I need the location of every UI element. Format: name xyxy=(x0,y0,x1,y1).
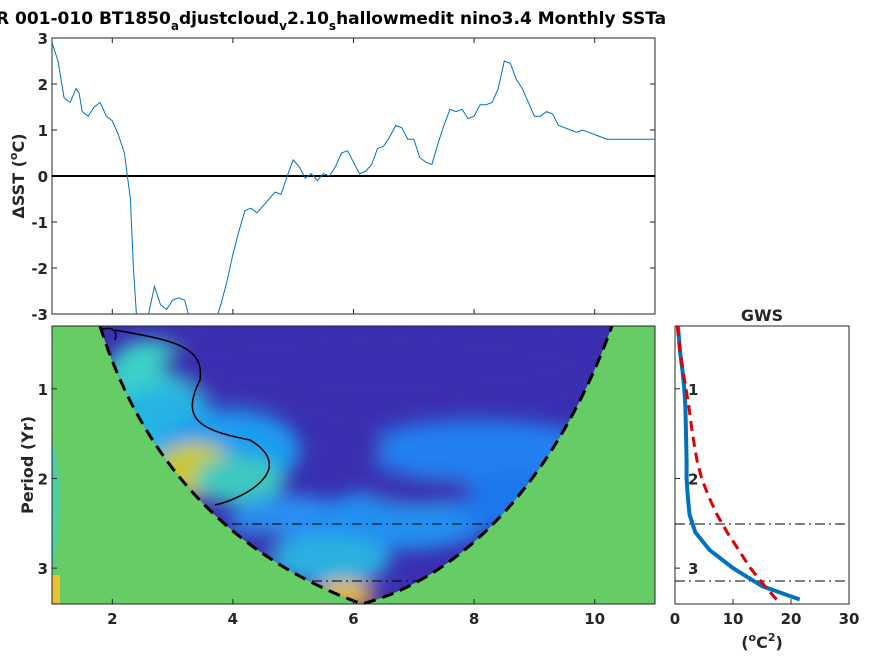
wavelet-panel: 2 4 6 8 10 123 Period (Yr) xyxy=(18,325,656,628)
power-blob xyxy=(365,478,475,506)
wv-xtick-label: 6 xyxy=(348,610,358,628)
wv-xtick-label: 2 xyxy=(107,610,117,628)
significance-level-line xyxy=(675,325,778,601)
wavelet-ylabel: Period (Yr) xyxy=(18,416,37,514)
ts-ytick-label: -1 xyxy=(31,214,48,232)
gws-x-ticks: 0 10 20 30 xyxy=(670,599,860,628)
power-blob xyxy=(325,430,385,466)
edge-power-patch xyxy=(52,575,60,604)
power-blob xyxy=(270,535,390,585)
wv-xtick-label: 4 xyxy=(228,610,238,628)
ts-ytick-label: 0 xyxy=(38,168,48,186)
gws-title: GWS xyxy=(741,306,783,325)
timeseries-panel: -3 -2 -1 0 1 2 3 ΔSST (oC) xyxy=(7,30,656,324)
significance-contour xyxy=(114,329,270,506)
timeseries-ylabel: ΔSST (oC) xyxy=(7,133,28,218)
significance-contour xyxy=(99,327,117,341)
wv-ytick-label: 3 xyxy=(38,560,48,578)
chart-title: R 001-010 BT1850adjustcloudv2.10shallowm… xyxy=(0,9,666,33)
gws-xtick-label: 30 xyxy=(839,610,860,628)
gws-xtick-label: 10 xyxy=(723,610,744,628)
power-blob xyxy=(310,490,490,550)
gws-xlabel: (oC2) xyxy=(741,631,783,652)
timeseries-x-ticks xyxy=(111,38,596,314)
wavelet-y-ticks: 1 2 3 xyxy=(38,381,57,578)
wv-ytick-label: 2 xyxy=(38,470,48,488)
gws-panel: GWS 0 10 20 30 1 2 3 (oC2) xyxy=(670,306,860,652)
wv-ytick-label: 1 xyxy=(38,381,48,399)
ts-ytick-label: -2 xyxy=(31,260,48,278)
cone-of-influence xyxy=(98,325,614,606)
power-blob xyxy=(160,326,600,405)
wavelet-x-ticks: 2 4 6 8 10 xyxy=(107,599,605,628)
gws-ytick-label: 1 xyxy=(688,381,698,399)
gws-axes-box xyxy=(674,325,850,605)
ts-ytick-label: 2 xyxy=(38,76,48,94)
ts-ytick-label: 1 xyxy=(38,122,48,140)
sst-anomaly-line xyxy=(52,42,655,314)
gws-ytick-label: 3 xyxy=(688,560,698,578)
wv-xtick-label: 8 xyxy=(469,610,479,628)
gws-ytick-label: 2 xyxy=(688,470,698,488)
gws-xtick-label: 0 xyxy=(670,610,680,628)
ts-ytick-label: 3 xyxy=(38,30,48,48)
wv-xtick-label: 10 xyxy=(584,610,605,628)
ts-ytick-label: -3 xyxy=(31,306,48,324)
gws-xtick-label: 20 xyxy=(781,610,802,628)
gws-y-ticks: 1 2 3 xyxy=(675,381,698,578)
edge-power-strip xyxy=(52,438,60,580)
power-blob xyxy=(195,456,285,504)
timeseries-y-ticks: -3 -2 -1 0 1 2 3 xyxy=(31,30,655,324)
